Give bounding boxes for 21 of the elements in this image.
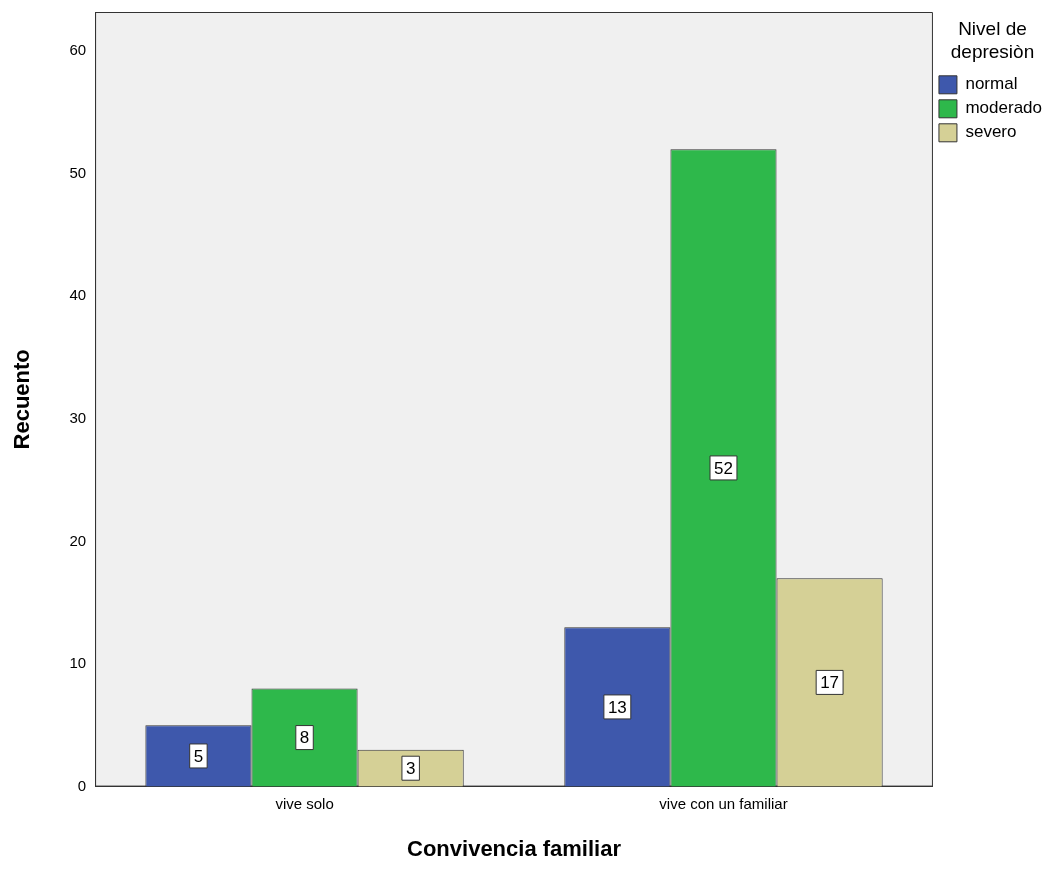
x-tick-label: vive con un familiar xyxy=(659,794,788,812)
data-label: 17 xyxy=(820,673,840,693)
legend-label: normal xyxy=(965,74,1018,94)
y-tick-label: 0 xyxy=(77,776,87,794)
y-tick-label: 60 xyxy=(69,41,87,59)
data-label: 3 xyxy=(405,758,416,778)
data-label: 5 xyxy=(193,746,204,766)
data-label: 52 xyxy=(714,458,733,478)
y-tick-label: 20 xyxy=(69,531,87,549)
x-axis-title: Convivencia familiar xyxy=(407,835,622,861)
data-label: 8 xyxy=(299,728,310,748)
y-tick-label: 30 xyxy=(69,409,87,427)
legend-title: Nivel de depresiòn xyxy=(950,17,1035,62)
legend-label: severo xyxy=(965,122,1017,142)
legend-label: moderado xyxy=(965,98,1043,118)
y-axis-title: Recuento xyxy=(9,349,35,450)
y-tick-label: 40 xyxy=(69,286,87,304)
y-tick-label: 50 xyxy=(69,163,87,181)
data-label: 13 xyxy=(607,697,627,717)
y-tick-label: 10 xyxy=(69,654,87,672)
x-tick-label: vive solo xyxy=(275,794,334,812)
